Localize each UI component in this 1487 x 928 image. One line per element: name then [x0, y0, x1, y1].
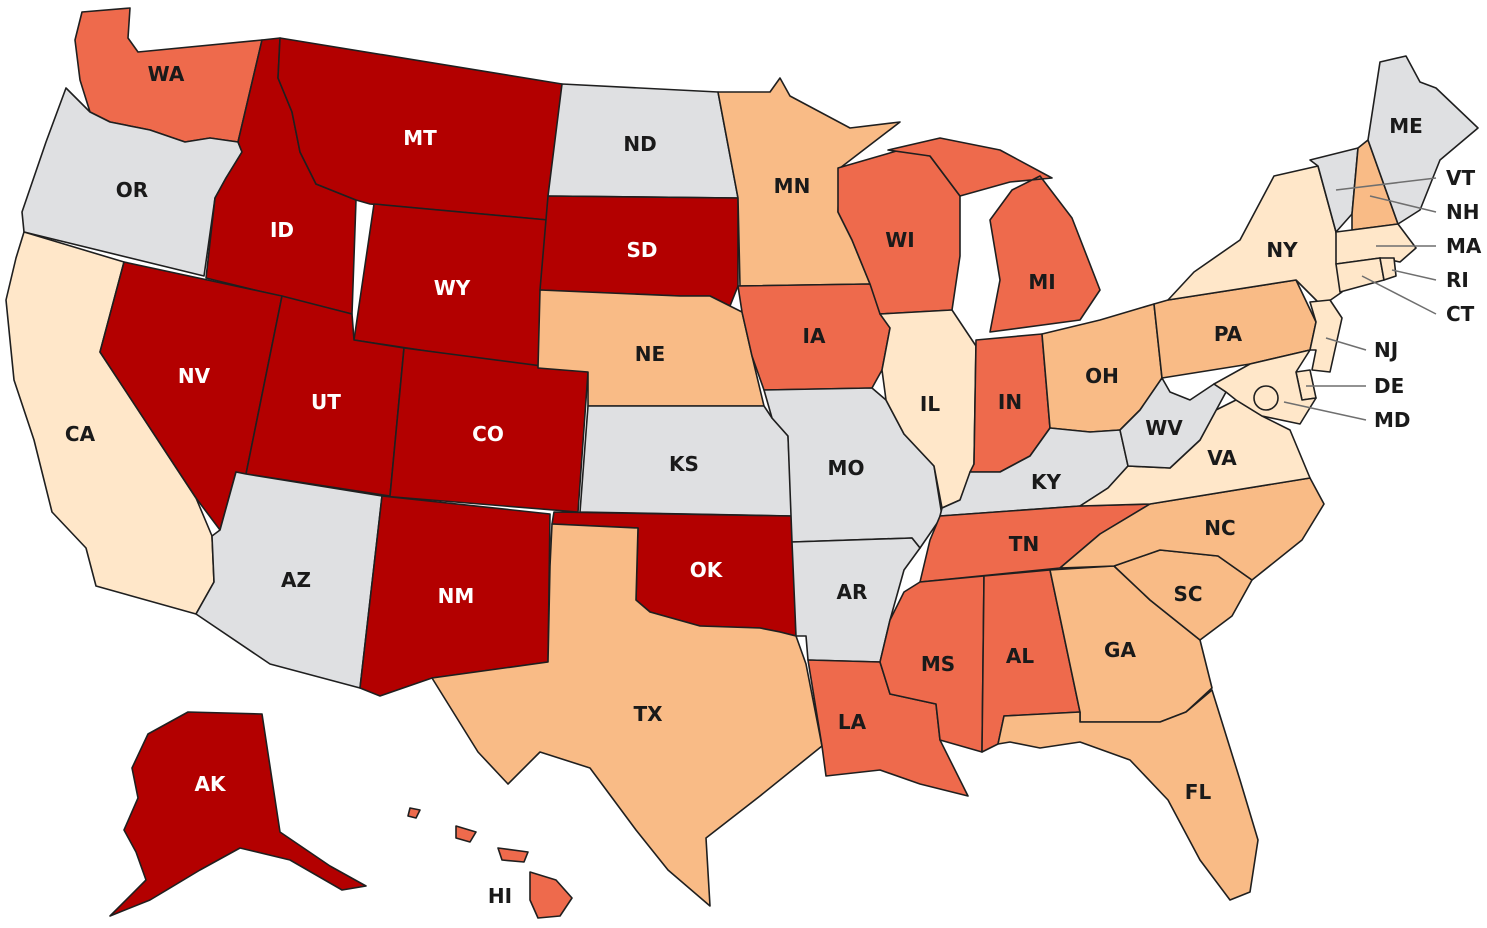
state-label-HI: HI: [488, 884, 512, 908]
state-label-MI: MI: [1028, 270, 1055, 294]
state-label-SC: SC: [1173, 582, 1202, 606]
callout-line-MD: [1283, 401, 1367, 421]
state-label-AZ: AZ: [281, 568, 311, 592]
state-CT[interactable]: [1335, 257, 1385, 293]
state-label-LA: LA: [838, 710, 867, 734]
state-RI[interactable]: [1379, 257, 1397, 281]
callout-line-CT: [1361, 275, 1437, 315]
state-label-NY: NY: [1266, 238, 1298, 262]
state-label-MT: MT: [403, 126, 437, 150]
state-label-IA: IA: [803, 324, 826, 348]
state-label-ND: ND: [623, 132, 656, 156]
state-label-NJ: NJ: [1374, 338, 1398, 362]
state-label-MA: MA: [1446, 234, 1482, 258]
state-MI[interactable]: [887, 137, 1101, 333]
state-label-IL: IL: [920, 392, 940, 416]
state-label-MS: MS: [921, 652, 955, 676]
state-label-SD: SD: [626, 238, 657, 262]
state-label-GA: GA: [1104, 638, 1136, 662]
state-DC[interactable]: [1253, 385, 1279, 411]
state-label-AL: AL: [1006, 644, 1034, 668]
state-label-NV: NV: [178, 364, 211, 388]
state-label-KS: KS: [669, 452, 699, 476]
state-label-OR: OR: [116, 178, 148, 202]
state-NJ[interactable]: [1309, 299, 1343, 373]
state-label-WA: WA: [148, 62, 185, 86]
state-label-NE: NE: [635, 342, 665, 366]
state-label-WY: WY: [434, 276, 471, 300]
state-FL[interactable]: [997, 689, 1259, 901]
state-label-VA: VA: [1207, 446, 1237, 470]
callout-line-RI: [1391, 269, 1437, 281]
state-VT[interactable]: [1309, 147, 1359, 233]
state-label-NM: NM: [438, 584, 475, 608]
state-label-OK: OK: [690, 558, 724, 582]
state-label-ID: ID: [270, 218, 294, 242]
state-label-UT: UT: [311, 390, 341, 414]
state-label-MO: MO: [828, 456, 865, 480]
state-label-DE: DE: [1374, 374, 1404, 398]
callout-line-NH: [1369, 195, 1437, 213]
state-MO[interactable]: [763, 387, 943, 549]
state-label-MD: MD: [1374, 408, 1411, 432]
state-label-WI: WI: [885, 228, 915, 252]
state-label-NH: NH: [1446, 200, 1479, 224]
state-label-MN: MN: [774, 174, 811, 198]
state-label-OH: OH: [1085, 364, 1119, 388]
state-label-AK: AK: [195, 772, 227, 796]
state-label-CT: CT: [1446, 302, 1475, 326]
state-NY[interactable]: [1167, 165, 1343, 307]
callout-line-NJ: [1325, 337, 1367, 351]
state-TX[interactable]: [431, 523, 823, 907]
callout-line-VT: [1335, 177, 1437, 191]
state-label-ME: ME: [1389, 114, 1423, 138]
state-label-TX: TX: [633, 702, 663, 726]
state-label-AR: AR: [837, 580, 868, 604]
state-label-NC: NC: [1204, 516, 1235, 540]
state-label-VT: VT: [1446, 166, 1475, 190]
state-label-FL: FL: [1185, 780, 1212, 804]
state-label-CA: CA: [65, 422, 96, 446]
state-label-CO: CO: [472, 422, 504, 446]
state-label-IN: IN: [998, 390, 1022, 414]
state-AK[interactable]: [109, 711, 367, 917]
state-label-PA: PA: [1214, 322, 1243, 346]
state-HI[interactable]: [407, 807, 573, 919]
state-ME[interactable]: [1367, 55, 1479, 225]
state-label-TN: TN: [1009, 532, 1039, 556]
state-IL[interactable]: [879, 309, 977, 509]
state-label-RI: RI: [1446, 268, 1469, 292]
state-label-KY: KY: [1031, 470, 1061, 494]
state-label-WV: WV: [1145, 416, 1183, 440]
